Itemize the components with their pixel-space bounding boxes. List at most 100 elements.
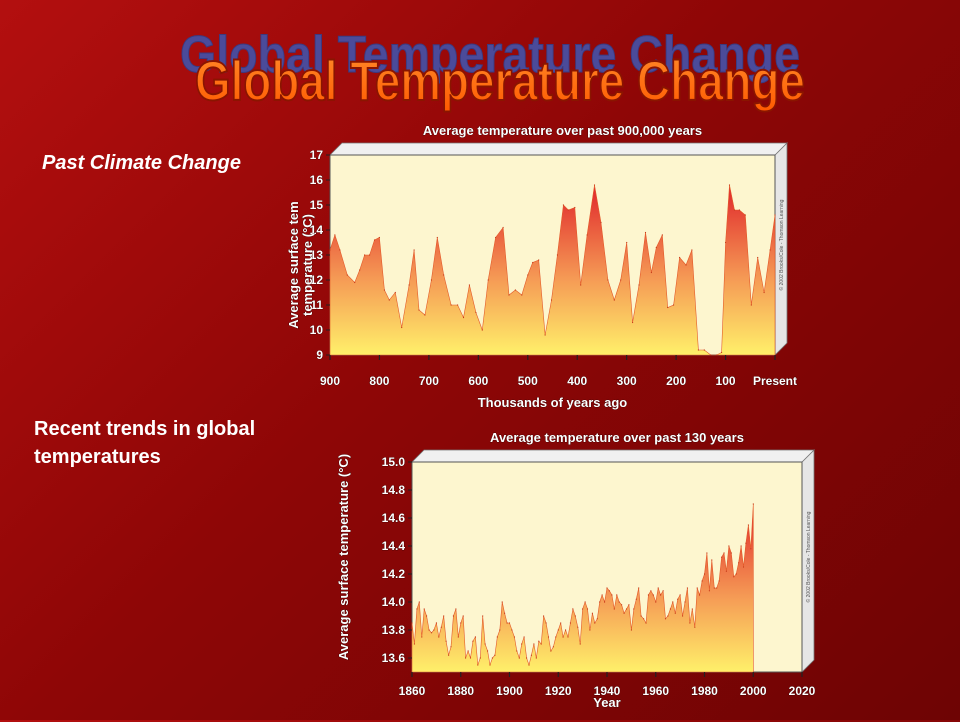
x-tick-label: 300 [617, 374, 637, 388]
data-point [364, 254, 366, 256]
data-point [526, 657, 528, 659]
data-point [462, 316, 465, 319]
temperature-area-series [411, 503, 754, 673]
data-point [465, 657, 467, 659]
data-point [477, 664, 479, 666]
data-point [489, 664, 491, 666]
data-point [613, 299, 615, 301]
data-point [523, 636, 525, 638]
data-point [686, 587, 688, 589]
data-point [457, 304, 459, 306]
x-tick-label: 1860 [399, 684, 426, 698]
data-point [511, 629, 513, 631]
data-point [733, 576, 735, 578]
data-point [359, 269, 361, 271]
data-point [421, 636, 423, 638]
data-point [435, 622, 437, 624]
data-point [604, 601, 606, 603]
data-point [703, 573, 706, 575]
data-point [685, 264, 687, 266]
data-point [750, 304, 752, 306]
data-point [508, 294, 510, 296]
data-point [599, 601, 601, 603]
data-point [744, 214, 746, 216]
y-tick-label: 14.4 [382, 539, 406, 553]
data-point [625, 608, 628, 610]
x-tick-label: 200 [666, 374, 686, 388]
data-point [527, 274, 529, 276]
data-point [481, 329, 483, 331]
data-point [469, 657, 472, 659]
data-point [339, 249, 341, 251]
chart-title: Average temperature over past 130 years [490, 430, 744, 445]
data-point [329, 249, 331, 251]
data-point [580, 284, 582, 286]
y-tick-label: 15 [310, 198, 324, 212]
data-point [436, 236, 438, 239]
data-point [450, 304, 452, 306]
x-tick-label: 400 [567, 374, 587, 388]
y-tick-label: 13 [310, 248, 324, 262]
data-point [643, 618, 645, 620]
data-point [494, 654, 496, 656]
x-tick-label: 100 [716, 374, 736, 388]
data-point [556, 254, 558, 256]
y-tick-label: 12 [310, 273, 324, 287]
data-point [620, 279, 622, 281]
data-point [647, 594, 649, 596]
data-point [710, 354, 712, 356]
data-point [499, 629, 501, 631]
data-point [544, 334, 546, 336]
data-point [433, 629, 435, 631]
data-point [574, 206, 576, 209]
data-point [673, 304, 675, 306]
data-point [354, 281, 356, 284]
data-point [757, 256, 759, 259]
data-point [747, 524, 749, 526]
label-recent-trends: Recent trends in global temperatures [34, 418, 256, 468]
y-axis-label: temperature (°C) [300, 214, 315, 316]
data-point [572, 608, 574, 610]
data-point [716, 587, 718, 589]
data-point [482, 615, 484, 617]
data-point [593, 184, 596, 186]
data-point [346, 274, 348, 276]
x-tick-label: 1980 [691, 684, 718, 698]
y-tick-label: 15.0 [382, 455, 406, 469]
data-point [479, 657, 481, 659]
data-point [475, 311, 477, 314]
data-point [502, 226, 504, 229]
data-point [703, 349, 705, 351]
data-point [721, 556, 723, 558]
data-point [644, 231, 647, 234]
data-point [691, 249, 693, 251]
y-tick-label: 13.6 [382, 651, 406, 665]
data-point [584, 601, 586, 603]
slide-title-shadow: Global Temperature Change [180, 30, 800, 84]
data-point [457, 636, 459, 638]
data-point [618, 601, 620, 603]
data-point [577, 626, 579, 628]
data-point [567, 636, 569, 638]
data-point [423, 608, 425, 610]
data-point [443, 274, 445, 276]
data-point [657, 587, 659, 589]
data-point [677, 598, 679, 600]
data-point [697, 349, 699, 351]
data-point [735, 573, 737, 575]
data-point [586, 608, 589, 610]
data-point [487, 279, 489, 281]
data-point [579, 643, 581, 645]
data-point [472, 640, 474, 642]
data-point [769, 249, 771, 251]
data-point [543, 615, 545, 617]
data-point [413, 643, 415, 645]
y-tick-label: 16 [310, 173, 324, 187]
data-point [763, 291, 765, 294]
data-point [725, 241, 727, 244]
data-point [601, 594, 603, 596]
data-point [468, 284, 470, 286]
data-point [438, 636, 440, 638]
data-point [411, 622, 413, 624]
data-point [667, 615, 669, 617]
